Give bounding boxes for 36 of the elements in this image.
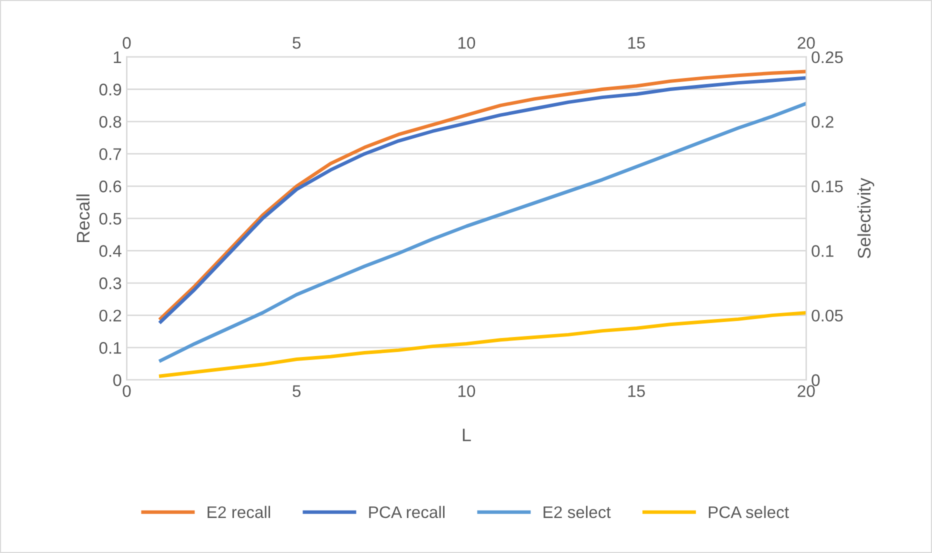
y-tick-label: 0.4 xyxy=(99,245,122,257)
x-tick-label: 20 xyxy=(798,385,815,398)
y2-tick-label: 0.25 xyxy=(812,51,843,64)
y2-tick-label: 0.2 xyxy=(812,116,834,128)
y-tick-label: 0.2 xyxy=(99,310,122,322)
y-tick-label: 0.6 xyxy=(99,180,122,192)
legend-label: E2 recall xyxy=(208,506,270,518)
x2-tick-label: 20 xyxy=(798,37,815,49)
y-tick-label: 0.1 xyxy=(99,342,122,354)
y-tick-label: 0.8 xyxy=(99,116,122,128)
y2-axis-title: Selectivity xyxy=(857,178,874,258)
x-tick-label: 15 xyxy=(628,385,645,398)
x2-tick-label: 5 xyxy=(292,37,301,49)
y2-tick-label: 0.15 xyxy=(812,180,843,192)
x-tick-label: 5 xyxy=(292,385,301,398)
x2-tick-label: 0 xyxy=(122,37,131,49)
x2-tick-label: 15 xyxy=(628,37,645,49)
line-series xyxy=(158,311,806,378)
y-tick-label: 0.9 xyxy=(99,84,122,96)
legend-label: PCA recall xyxy=(369,506,445,518)
x-tick-label: 10 xyxy=(458,385,476,398)
y2-tick-label: 0.1 xyxy=(812,245,834,257)
x-axis-title: L xyxy=(462,428,471,442)
y-tick-label: 0.7 xyxy=(99,148,122,160)
x2-tick-label: 10 xyxy=(458,37,476,49)
y2-tick-label: 0 xyxy=(812,374,820,386)
y-tick-label: 0.5 xyxy=(99,212,122,225)
y-tick-label: 0.3 xyxy=(99,277,122,290)
y2-tick-label: 0.05 xyxy=(812,310,843,322)
legend-label: E2 select xyxy=(544,506,611,518)
line-series xyxy=(158,102,806,362)
y-axis-title: Recall xyxy=(76,194,90,242)
legend-label: PCA select xyxy=(708,506,789,518)
y-tick-label: 0 xyxy=(113,374,122,386)
y-tick-label: 1 xyxy=(114,52,122,63)
x-tick-label: 0 xyxy=(122,385,131,398)
